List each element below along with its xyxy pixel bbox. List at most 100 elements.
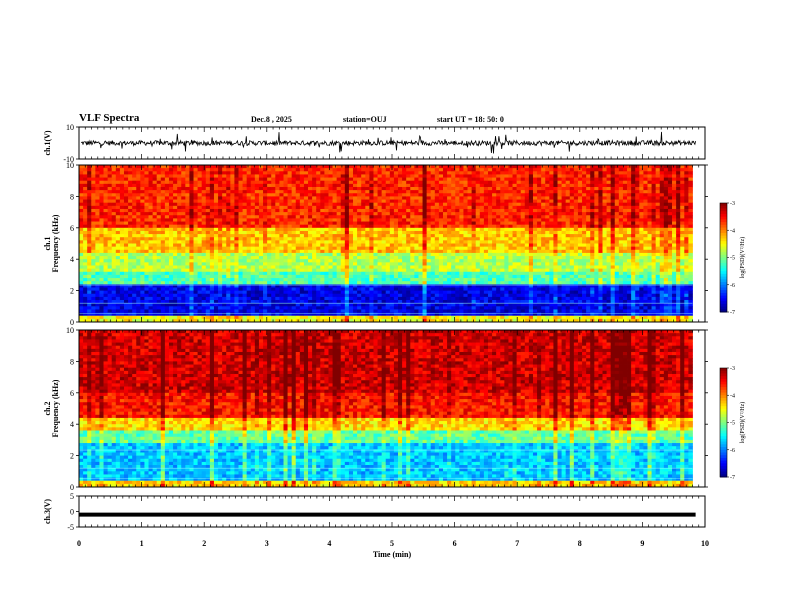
spectrogram-cell <box>418 205 423 210</box>
spectrogram-cell <box>238 212 243 216</box>
spectrogram-cell <box>250 196 256 200</box>
spectrogram-cell <box>483 262 489 266</box>
spectrogram-cell <box>430 196 436 200</box>
spectrogram-cell <box>438 224 444 229</box>
spectrogram-cell <box>156 303 162 307</box>
spectrogram-cell <box>389 278 395 282</box>
spectrogram-cell <box>320 262 325 266</box>
spectrogram-cell <box>230 256 235 260</box>
spectrogram-cell <box>443 243 448 248</box>
spectrogram-cell <box>267 256 272 260</box>
spectrogram-cell <box>353 212 358 216</box>
spectrogram-cell <box>389 246 395 251</box>
spectrogram-cell <box>324 190 329 194</box>
spectrogram-cell <box>324 237 329 241</box>
spectrogram-cell <box>136 186 141 191</box>
spectrogram-cell <box>353 249 358 254</box>
spectrogram-cell <box>177 268 182 273</box>
spectrogram-cell <box>312 177 317 182</box>
spectrogram-cell <box>406 168 411 172</box>
spectrogram-cell <box>377 284 383 288</box>
spectrogram-cell <box>136 224 141 229</box>
spectrogram-cell <box>361 303 366 307</box>
spectrogram-cell <box>283 296 288 301</box>
spectrogram-cell <box>189 256 194 260</box>
spectrogram-cell <box>414 196 419 200</box>
spectrogram-cell <box>340 300 346 304</box>
spectrogram-cell <box>283 240 288 244</box>
spectrogram-cell <box>185 165 190 169</box>
spectrogram-cell <box>447 215 452 219</box>
spectrogram-cell <box>344 202 350 207</box>
spectrogram-cell <box>156 312 162 317</box>
spectrogram-cell <box>324 183 329 188</box>
spectrogram-cell <box>308 230 313 235</box>
spectrogram-cell <box>99 293 104 298</box>
spectrogram-cell <box>418 309 423 313</box>
spectrogram-cell <box>111 300 117 304</box>
spectrogram-cell <box>455 230 460 235</box>
spectrogram-cell <box>443 274 448 279</box>
spectrogram-cell <box>406 199 411 204</box>
spectrogram-cell <box>148 306 154 310</box>
spectrogram-cell <box>279 240 284 244</box>
spectrogram-cell <box>361 274 366 279</box>
spectrogram-cell <box>250 259 256 263</box>
spectrogram-cell <box>99 296 104 301</box>
spectrogram-cell <box>406 268 411 273</box>
spectrogram-cell <box>209 300 215 304</box>
spectrogram-cell <box>316 318 321 323</box>
spectrogram-cell <box>242 252 248 257</box>
spectrogram-cell <box>83 215 88 219</box>
spectrogram-cell <box>451 274 456 279</box>
spectrogram-cell <box>451 281 456 285</box>
spectrogram-cell <box>471 312 477 317</box>
spectrogram-cell <box>406 271 411 276</box>
spectrogram-cell <box>434 208 440 213</box>
spectrogram-cell <box>173 249 178 254</box>
spectrogram-cell <box>377 300 383 304</box>
spectrogram-cell <box>471 281 477 285</box>
spectrogram-cell <box>119 284 125 288</box>
spectrogram-cell <box>238 287 243 291</box>
spectrogram-cell <box>365 284 370 288</box>
spectrogram-cell <box>475 165 481 169</box>
spectrogram-cell <box>357 256 362 260</box>
spectrogram-cell <box>271 284 276 288</box>
spectrogram-cell <box>177 262 182 266</box>
spectrogram-cell <box>328 171 333 175</box>
spectrogram-cell <box>140 199 145 204</box>
spectrogram-cell <box>389 196 395 200</box>
spectrogram-cell <box>275 171 280 175</box>
spectrogram-cell <box>189 287 194 291</box>
spectrogram-cell <box>471 271 477 276</box>
spectrogram-cell <box>132 215 137 219</box>
spectrogram-cell <box>418 165 423 169</box>
spectrogram-cell <box>218 212 223 216</box>
spectrogram-cell <box>128 287 133 291</box>
spectrogram-cell <box>414 205 419 210</box>
spectrogram-cell <box>422 227 428 232</box>
spectrogram-cell <box>128 237 133 241</box>
spectrogram-cell <box>438 227 444 232</box>
spectrogram-cell <box>459 274 464 279</box>
spectrogram-cell <box>303 186 309 191</box>
spectrogram-cell <box>164 190 170 194</box>
spectrogram-cell <box>128 296 133 301</box>
spectrogram-cell <box>99 249 104 254</box>
spectrogram-cell <box>234 284 239 288</box>
spectrogram-cell <box>336 205 342 210</box>
spectrogram-cell <box>275 290 280 295</box>
spectrogram-cell <box>414 224 419 229</box>
spectrogram-cell <box>132 262 137 266</box>
spectrogram-cell <box>316 227 321 232</box>
spectrogram-cell <box>258 315 264 320</box>
spectrogram-cell <box>373 315 378 320</box>
spectrogram-cell <box>287 262 293 266</box>
spectrogram-cell <box>385 174 391 178</box>
spectrogram-cell <box>123 249 129 254</box>
spectrogram-cell <box>361 271 366 276</box>
spectrogram-cell <box>205 243 211 248</box>
spectrogram-cell <box>250 246 256 251</box>
spectrogram-cell <box>291 196 297 200</box>
